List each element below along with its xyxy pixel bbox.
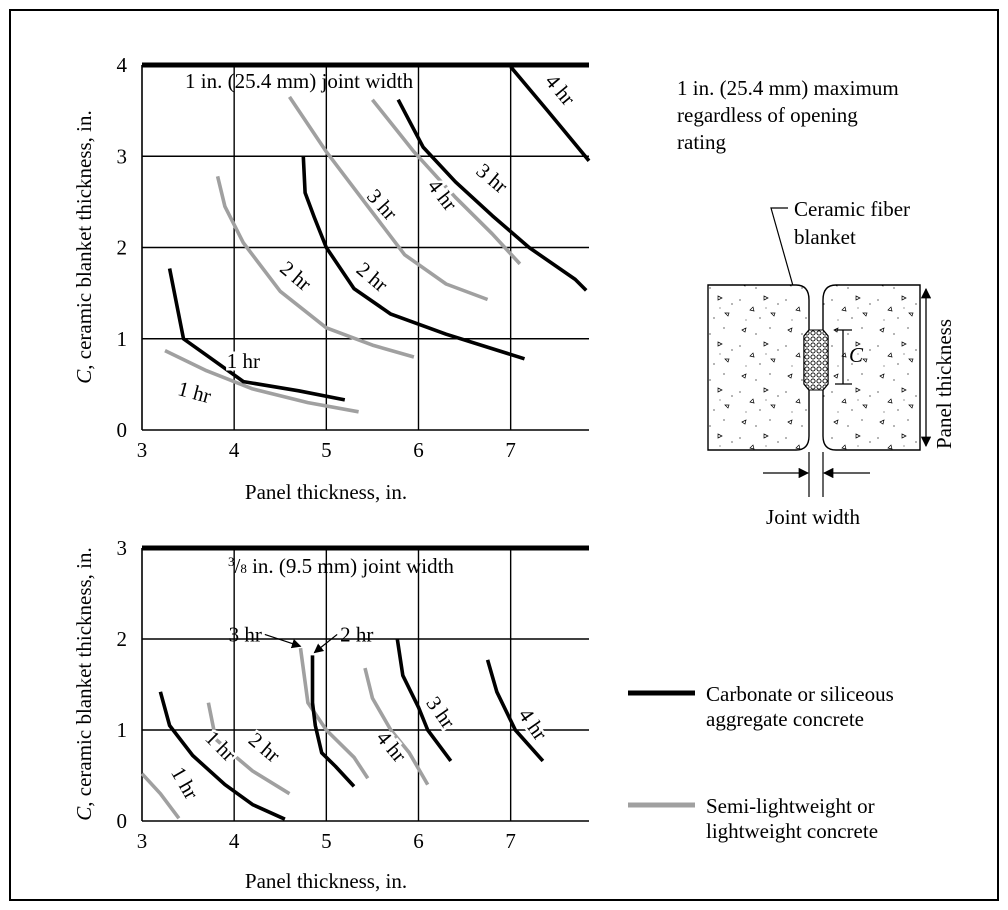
bottom-series-carb-4hr <box>485 659 545 763</box>
c-dimension-label: C <box>849 343 864 367</box>
bottom-callout-arrow-0 <box>264 633 302 649</box>
ceramic-fiber-blanket <box>803 329 829 391</box>
legend-label-carbonate-line-1: Carbonate or siliceous <box>706 682 894 706</box>
top-curve-label-5: 3 hr <box>472 158 513 198</box>
top-y-tick-3: 3 <box>117 144 128 168</box>
bottom-chart-y-axis-title: C, ceramic blanket thickness, in. <box>72 547 96 821</box>
left-concrete-panel <box>707 284 810 451</box>
top-y-tick-2: 2 <box>117 236 128 260</box>
bottom-chart-annotation-slash: / <box>235 554 241 578</box>
top-y-tick-0: 0 <box>117 418 128 442</box>
top-curve-label-2: 2 hr <box>275 256 316 296</box>
bottom-x-tick-3: 3 <box>137 829 148 853</box>
bottom-chart-annotation-denominator: 8 <box>240 561 247 576</box>
top-chart-y-axis-title-c: C <box>72 369 96 384</box>
diagram-note-line-3: rating <box>677 130 726 154</box>
top-chart-y-axis-title: C, ceramic blanket thickness, in. <box>72 110 96 384</box>
top-x-tick-7: 7 <box>505 438 516 462</box>
top-chart-annotation: 1 in. (25.4 mm) joint width <box>185 69 414 93</box>
bottom-curve-label-5: 4 hr <box>514 704 553 745</box>
top-chart-x-axis-title: Panel thickness, in. <box>245 480 407 504</box>
bottom-y-tick-0: 0 <box>117 809 128 833</box>
bottom-series-lw-2hr <box>206 702 291 796</box>
top-chart-y-axis-title-rest: , ceramic blanket thickness, in. <box>72 110 96 370</box>
top-series-lw-1hr <box>164 348 359 414</box>
bottom-chart-annotation-numerator: 3 <box>228 554 235 569</box>
bottom-x-tick-6: 6 <box>413 829 424 853</box>
joint-width-label: Joint width <box>766 505 860 529</box>
top-curve-label-1: 1 hr <box>175 376 213 408</box>
top-x-tick-3: 3 <box>137 438 148 462</box>
top-x-tick-4: 4 <box>229 438 240 462</box>
panel-thickness-label: Panel thickness <box>932 319 956 449</box>
bottom-chart-x-axis-title: Panel thickness, in. <box>245 869 407 893</box>
bottom-chart-annotation: 3/8 in. (9.5 mm) joint width <box>228 554 454 578</box>
bottom-x-tick-5: 5 <box>321 829 332 853</box>
diagram-note-line-2: regardless of opening <box>677 103 858 127</box>
top-series-carb-2hr <box>301 156 526 361</box>
bottom-x-tick-7: 7 <box>505 829 516 853</box>
bottom-callout-label-1: 2 hr <box>340 622 373 646</box>
legend: Carbonate or siliceous aggregate concret… <box>628 682 894 843</box>
bottom-y-tick-2: 2 <box>117 627 128 651</box>
top-series-carb-4hr <box>509 65 591 162</box>
blanket-label-line-2: blanket <box>794 225 856 249</box>
top-y-tick-4: 4 <box>117 53 128 77</box>
top-series-lw-4hr <box>370 98 522 266</box>
bottom-y-tick-1: 1 <box>117 718 128 742</box>
bottom-chart-y-axis-title-c: C <box>72 806 96 821</box>
bottom-curve-label-2: 2 hr <box>244 728 285 768</box>
legend-label-lightweight-line-2: lightweight concrete <box>706 819 878 843</box>
top-y-tick-1: 1 <box>117 327 128 351</box>
top-curve-label-0: 1 hr <box>227 349 260 373</box>
top-series-carb-1hr <box>167 268 346 402</box>
bottom-curve-label-4: 4 hr <box>372 726 412 767</box>
blanket-label-line-1: Ceramic fiber <box>794 197 910 221</box>
top-series-carb-3hr <box>396 98 588 292</box>
top-series-lw-3hr <box>288 95 489 302</box>
bottom-series-carb-3hr <box>395 638 453 762</box>
top-x-tick-5: 5 <box>321 438 332 462</box>
bottom-series-carb-2hr <box>310 655 356 788</box>
bottom-x-tick-4: 4 <box>229 829 240 853</box>
bottom-callout-arrow-1 <box>313 633 338 654</box>
bottom-series-lw-4hr <box>363 667 430 786</box>
bottom-series-lw-3hr <box>298 647 370 780</box>
joint-diagram: 1 in. (25.4 mm) maximum regardless of op… <box>677 76 956 529</box>
bottom-series-lw-1hr <box>140 772 181 820</box>
right-concrete-panel <box>822 284 921 451</box>
top-curve-label-4: 3 hr <box>362 184 402 225</box>
diagram-note-line-1: 1 in. (25.4 mm) maximum <box>677 76 899 100</box>
bottom-chart-annotation-text: in. (9.5 mm) joint width <box>247 554 455 578</box>
bottom-chart-y-axis-title-rest: , ceramic blanket thickness, in. <box>72 547 96 807</box>
bottom-y-tick-3: 3 <box>117 536 128 560</box>
legend-label-lightweight-line-1: Semi-lightweight or <box>706 794 875 818</box>
top-x-tick-6: 6 <box>413 438 424 462</box>
legend-label-carbonate-line-2: aggregate concrete <box>706 707 864 731</box>
top-curve-label-7: 4 hr <box>540 69 580 110</box>
bottom-callout-label-0: 3 hr <box>229 622 262 646</box>
figure-frame <box>9 9 999 901</box>
top-series-lw-2hr <box>215 175 415 359</box>
bottom-curve-label-0: 1 hr <box>166 763 203 804</box>
bottom-series-carb-1hr <box>158 691 286 821</box>
